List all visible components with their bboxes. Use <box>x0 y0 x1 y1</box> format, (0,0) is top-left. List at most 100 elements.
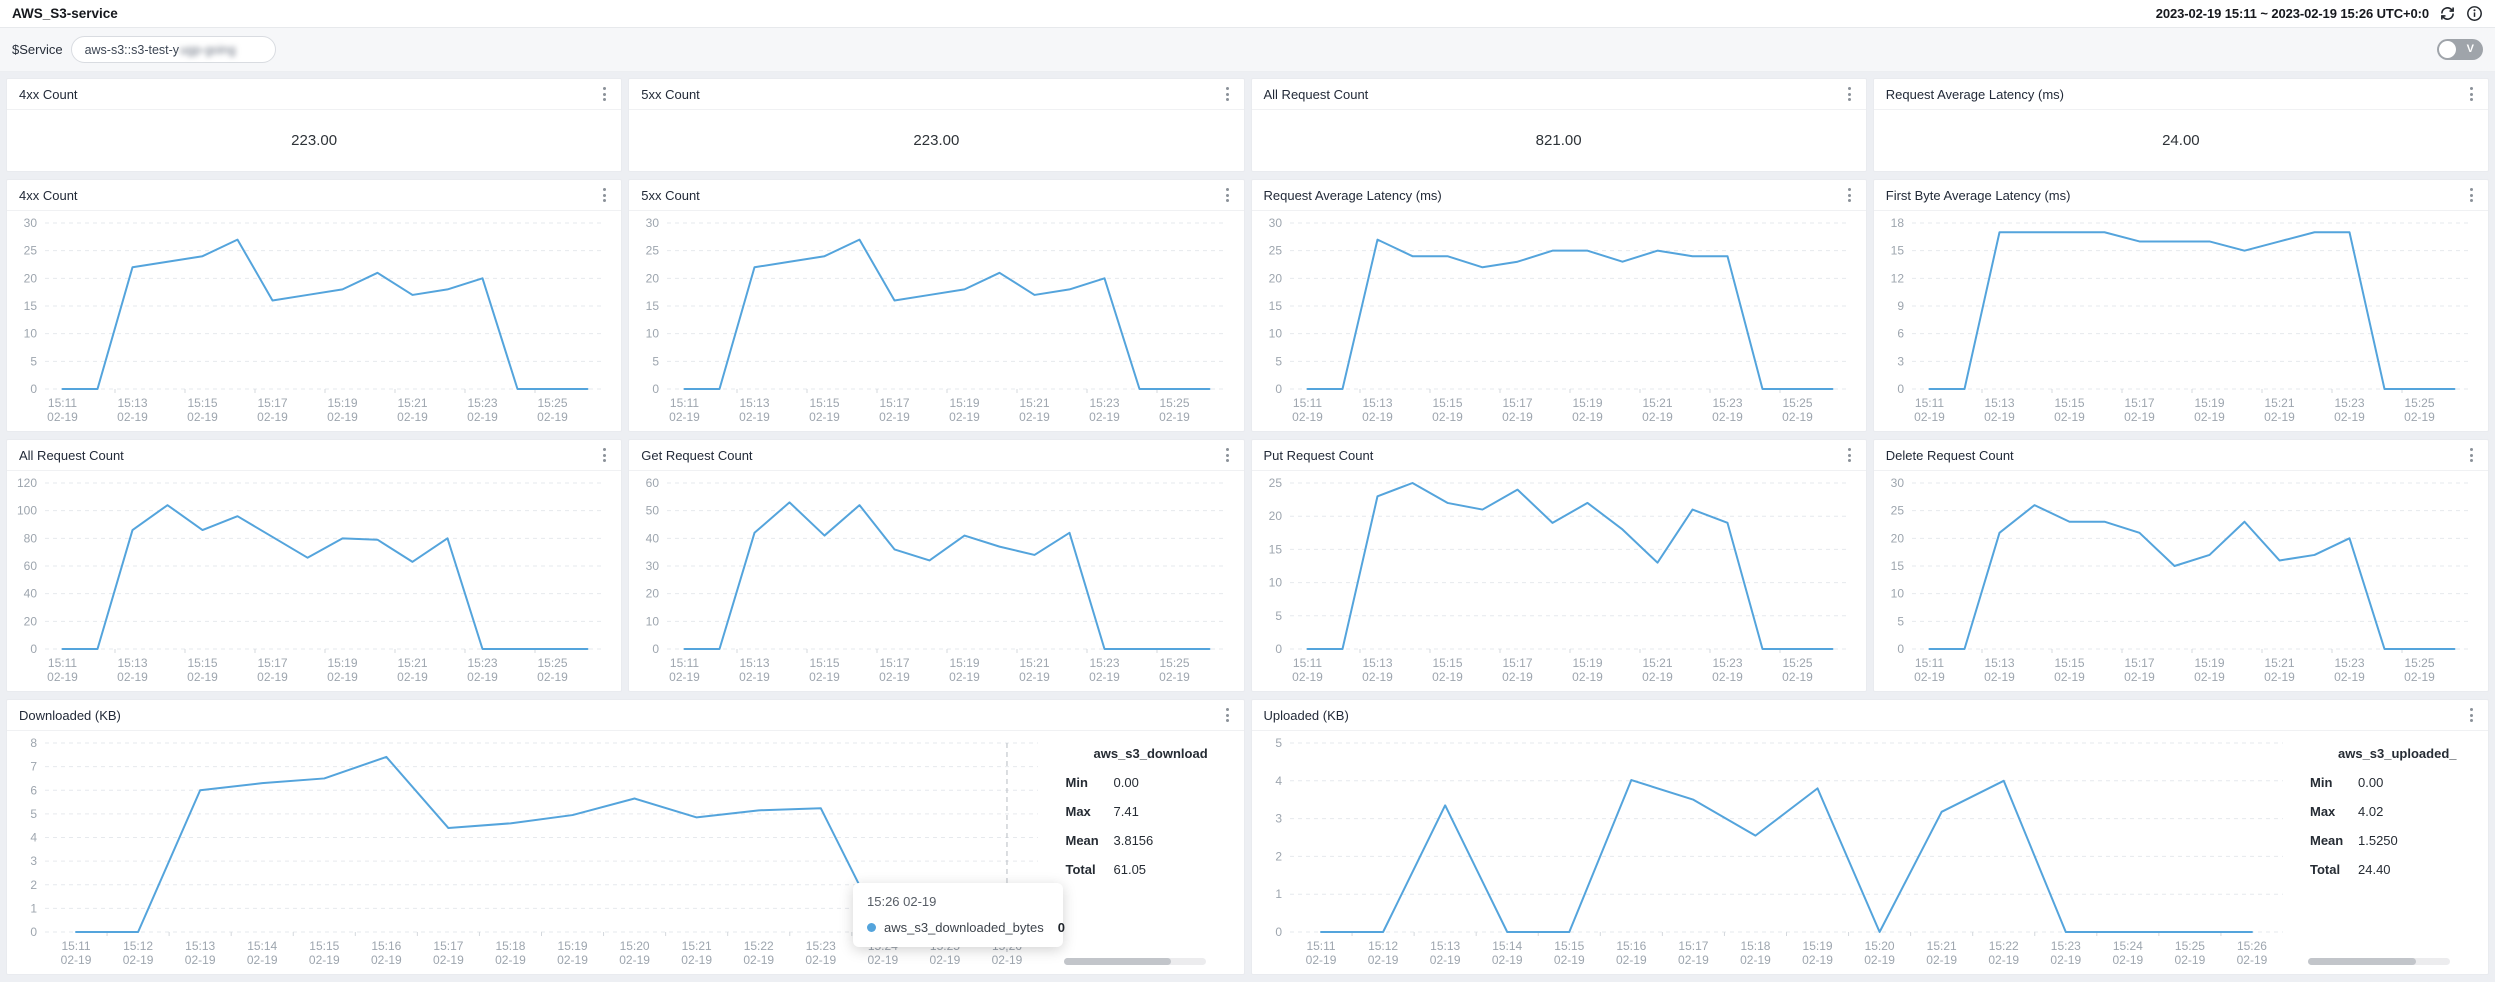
line-chart-delete-request-count[interactable]: 0 5 10 15 20 25 30 15:11 02-19 15:13 02-19 15:15 02-… <box>1874 471 2488 691</box>
svg-text:1: 1 <box>1275 887 1282 901</box>
panel-menu-kebab-icon[interactable] <box>1843 83 1856 105</box>
svg-text:02-19: 02-19 <box>1572 410 1603 424</box>
svg-text:02-19: 02-19 <box>47 670 78 684</box>
legend-scrollbar[interactable] <box>1063 958 1206 965</box>
svg-text:02-19: 02-19 <box>2054 410 2085 424</box>
panel-title: 4xx Count <box>19 187 78 203</box>
panel-menu-kebab-icon[interactable] <box>598 184 611 206</box>
panel-title: Request Average Latency (ms) <box>1885 86 2064 102</box>
svg-text:15:15: 15:15 <box>187 656 217 670</box>
svg-text:12: 12 <box>1890 271 1904 285</box>
panel-menu-kebab-icon[interactable] <box>1843 444 1856 466</box>
info-icon[interactable] <box>2466 5 2483 22</box>
svg-text:25: 25 <box>1268 476 1282 490</box>
panel-menu-kebab-icon[interactable] <box>2465 444 2478 466</box>
line-chart-downloaded-kb[interactable]: 0 1 2 3 4 5 6 7 8 15:11 02-19 15:12 02-19 15:13 02-19 1… <box>7 731 1054 974</box>
panel-menu-kebab-icon[interactable] <box>2465 83 2478 105</box>
svg-text:02-19: 02-19 <box>669 410 700 424</box>
svg-text:15:11: 15:11 <box>1915 396 1944 410</box>
svg-text:15:19: 15:19 <box>2194 656 2224 670</box>
svg-text:15:13: 15:13 <box>1430 939 1460 953</box>
svg-text:02-19: 02-19 <box>669 670 700 684</box>
svg-text:15:19: 15:19 <box>558 939 588 953</box>
svg-text:02-19: 02-19 <box>1432 670 1463 684</box>
svg-text:02-19: 02-19 <box>2404 410 2435 424</box>
svg-text:15:15: 15:15 <box>2054 396 2084 410</box>
stat-value: 821.00 <box>1535 132 1582 149</box>
legend-scrollbar-thumb[interactable] <box>1063 958 1172 965</box>
svg-text:02-19: 02-19 <box>2236 953 2267 967</box>
svg-text:02-19: 02-19 <box>2194 670 2225 684</box>
legend-series-name: aws_s3_download <box>1093 746 1208 761</box>
svg-text:02-19: 02-19 <box>1615 953 1646 967</box>
svg-text:20: 20 <box>646 271 660 285</box>
svg-text:15: 15 <box>1890 244 1904 258</box>
svg-text:15:13: 15:13 <box>1984 656 2014 670</box>
toggle-knob <box>2439 41 2456 58</box>
svg-text:15:23: 15:23 <box>467 656 497 670</box>
svg-text:0: 0 <box>30 925 37 939</box>
svg-text:6: 6 <box>30 783 37 797</box>
svg-text:02-19: 02-19 <box>2124 410 2155 424</box>
stat-panel-4xx-count: 4xx Count 223.00 <box>6 78 623 172</box>
variables-toggle[interactable]: V <box>2437 39 2483 60</box>
panel-title: First Byte Average Latency (ms) <box>1885 187 2071 203</box>
panel-menu-kebab-icon[interactable] <box>598 444 611 466</box>
tooltip-time: 15:26 02-19 <box>867 894 937 909</box>
svg-text:02-19: 02-19 <box>247 953 278 967</box>
service-input[interactable]: aws-s3::s3-test-y ugp-going <box>70 36 276 63</box>
svg-text:02-19: 02-19 <box>1802 953 1833 967</box>
refresh-icon[interactable] <box>2439 5 2456 22</box>
svg-text:15:13: 15:13 <box>185 939 215 953</box>
stats-row: 4xx Count 223.00 5xx Count 223.00 All <box>6 78 2489 172</box>
svg-text:02-19: 02-19 <box>185 953 216 967</box>
line-chart-all-request-count[interactable]: 0 20 40 60 80 100 120 15:11 02-19 15:13 02-19 15:15… <box>7 471 621 691</box>
svg-text:02-19: 02-19 <box>397 670 428 684</box>
panel-menu-kebab-icon[interactable] <box>1221 444 1234 466</box>
legend-stat-label: Total <box>1065 862 1096 877</box>
svg-text:02-19: 02-19 <box>1926 953 1957 967</box>
svg-text:15:11: 15:11 <box>1915 656 1944 670</box>
svg-text:0: 0 <box>1897 642 1904 656</box>
panel-title: Uploaded (KB) <box>1263 707 1349 723</box>
svg-text:15:25: 15:25 <box>2174 939 2204 953</box>
line-chart-5xx-count[interactable]: 0 5 10 15 20 25 30 15:11 02-19 15:13 02-19 15:15 02-… <box>629 211 1243 431</box>
line-chart-put-request-count[interactable]: 0 5 10 15 20 25 15:11 02-19 15:13 02-19 15:15 02-19… <box>1252 471 1866 691</box>
legend-stat-label: Mean <box>2310 833 2344 848</box>
svg-text:15: 15 <box>1268 542 1282 556</box>
line-chart-uploaded-kb[interactable]: 0 1 2 3 4 5 15:11 02-19 15:12 02-19 15:13 02-19 15:1… <box>1252 731 2299 974</box>
panel-menu-kebab-icon[interactable] <box>1221 704 1234 726</box>
time-range-picker[interactable]: 2023-02-19 15:11 ~ 2023-02-19 15:26 UTC+… <box>2155 6 2429 21</box>
svg-text:02-19: 02-19 <box>537 670 568 684</box>
legend-scrollbar[interactable] <box>2308 958 2450 965</box>
svg-text:15:20: 15:20 <box>620 939 650 953</box>
svg-text:15:11: 15:11 <box>1292 656 1321 670</box>
line-chart-request-average-latency[interactable]: 0 5 10 15 20 25 30 15:11 02-19 15:13 02-19 15:15 02-… <box>1252 211 1866 431</box>
svg-text:15:25: 15:25 <box>1160 656 1190 670</box>
svg-text:02-19: 02-19 <box>1914 410 1945 424</box>
svg-text:15:23: 15:23 <box>1090 396 1120 410</box>
panel-menu-kebab-icon[interactable] <box>2465 184 2478 206</box>
svg-text:15:19: 15:19 <box>1802 939 1832 953</box>
svg-text:15:25: 15:25 <box>1160 396 1190 410</box>
svg-text:02-19: 02-19 <box>1362 410 1393 424</box>
svg-text:15:18: 15:18 <box>495 939 525 953</box>
svg-text:02-19: 02-19 <box>1740 953 1771 967</box>
panel-menu-kebab-icon[interactable] <box>1843 184 1856 206</box>
line-chart-first-byte-average-latency[interactable]: 0 3 6 9 12 15 18 15:11 02-19 15:13 02-19 15:15 02-19… <box>1874 211 2488 431</box>
line-chart-get-request-count[interactable]: 0 10 20 30 40 50 60 15:11 02-19 15:13 02-19 15:15 02… <box>629 471 1243 691</box>
svg-text:15:21: 15:21 <box>397 396 427 410</box>
panel-menu-kebab-icon[interactable] <box>2465 704 2478 726</box>
svg-text:02-19: 02-19 <box>309 953 340 967</box>
panel-menu-kebab-icon[interactable] <box>598 83 611 105</box>
panel-menu-kebab-icon[interactable] <box>1221 83 1234 105</box>
line-chart-4xx-count[interactable]: 0 5 10 15 20 25 30 15:11 02-19 15:13 02-19 15:15 02-… <box>7 211 621 431</box>
svg-text:15:13: 15:13 <box>117 396 147 410</box>
tooltip-value: 0 <box>1057 920 1065 935</box>
svg-text:15:25: 15:25 <box>537 396 567 410</box>
svg-text:15:12: 15:12 <box>1368 939 1398 953</box>
panel-title: Put Request Count <box>1263 447 1374 463</box>
svg-text:15:19: 15:19 <box>2194 396 2224 410</box>
legend-scrollbar-thumb[interactable] <box>2308 958 2416 965</box>
panel-menu-kebab-icon[interactable] <box>1221 184 1234 206</box>
